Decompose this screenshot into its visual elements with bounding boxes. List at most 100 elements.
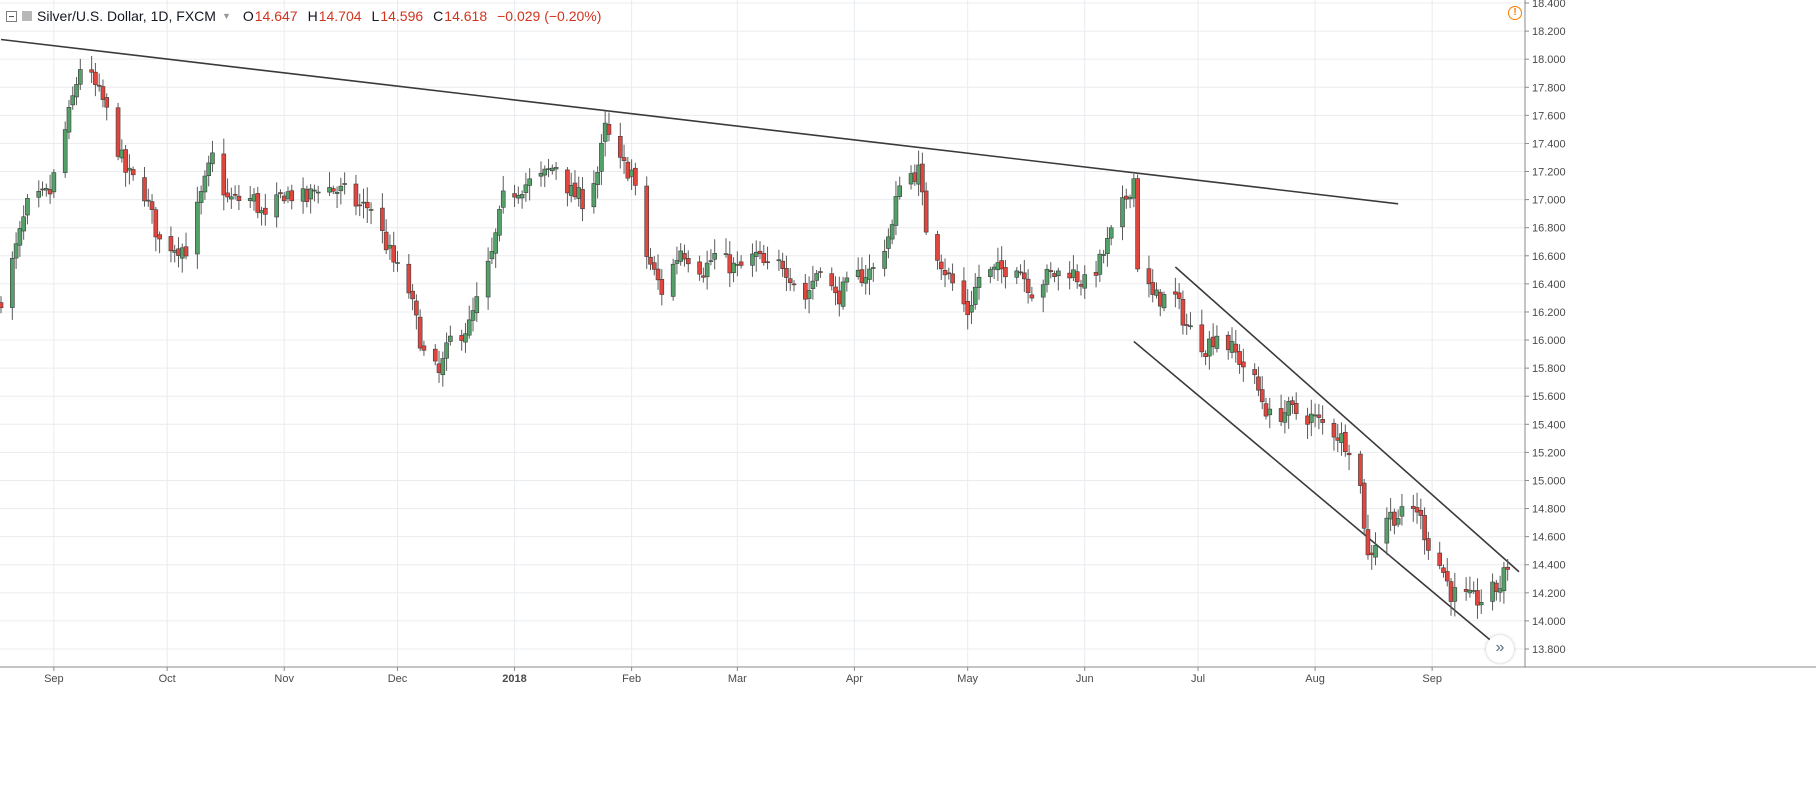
candle-body <box>130 169 136 176</box>
candle-body <box>1448 581 1454 602</box>
candle-body <box>1305 415 1310 425</box>
candle-body <box>1078 284 1084 287</box>
candle-body <box>1365 529 1371 556</box>
candle <box>149 194 155 224</box>
candle <box>1263 397 1269 420</box>
candle-body <box>708 260 714 262</box>
candle <box>565 167 570 207</box>
candle-body <box>591 183 597 208</box>
candle <box>1097 249 1103 283</box>
candle <box>893 181 899 236</box>
candle-body <box>621 157 627 161</box>
y-tick-label: 18.000 <box>1532 54 1566 66</box>
grid-layer <box>0 0 1525 667</box>
candle <box>1475 578 1480 619</box>
collapse-icon[interactable] <box>6 10 17 22</box>
candle-body <box>1384 517 1390 544</box>
candle <box>670 258 676 301</box>
candle <box>1388 498 1393 532</box>
candle-body <box>889 224 895 240</box>
candle-body <box>342 183 347 185</box>
y-tick-label: 14.600 <box>1532 532 1566 544</box>
candle-body <box>1101 254 1106 256</box>
candle <box>1180 290 1186 335</box>
candle <box>172 244 178 263</box>
scroll-to-realtime-button[interactable]: » <box>1486 635 1514 663</box>
candle-body <box>644 185 650 257</box>
candle <box>965 289 970 330</box>
candle-body <box>474 296 480 314</box>
candle-body <box>1210 336 1216 348</box>
candle-body <box>251 194 257 202</box>
candle <box>104 93 110 121</box>
candle-body <box>1335 437 1341 441</box>
candle <box>1252 363 1257 384</box>
candle <box>633 162 638 196</box>
candle-body <box>950 273 955 284</box>
candle-body <box>1003 267 1008 278</box>
candle <box>40 181 45 197</box>
candle <box>221 138 227 211</box>
candle-body <box>1214 335 1220 349</box>
high-value: 14.704 <box>318 8 362 24</box>
candle <box>1120 185 1125 241</box>
candle <box>999 246 1004 284</box>
candle <box>206 155 211 187</box>
candle-body <box>232 193 238 196</box>
candle-body <box>1056 270 1061 277</box>
candle-body <box>489 251 495 260</box>
candle <box>1101 249 1106 264</box>
candle-body <box>463 333 468 343</box>
candle <box>1127 194 1133 209</box>
x-tick-label: Dec <box>388 673 408 685</box>
low-value: 14.596 <box>380 8 424 24</box>
candle <box>421 340 427 356</box>
candle-body <box>546 168 551 170</box>
candle-body <box>991 266 997 270</box>
candle <box>500 176 506 214</box>
candle-body <box>1241 361 1246 368</box>
candle-body <box>1025 278 1031 293</box>
candle-body <box>625 161 631 179</box>
candle-body <box>77 69 83 85</box>
x-tick-label: 2018 <box>502 673 526 685</box>
candle <box>625 156 631 182</box>
candle <box>485 247 491 310</box>
candle-body <box>753 251 759 257</box>
candle-body <box>999 260 1004 270</box>
candle <box>1131 173 1137 208</box>
close-value: 14.618 <box>444 8 488 24</box>
legend-title[interactable]: Silver/U.S. Dollar, 1D, FXCM <box>37 8 216 24</box>
symbol-legend[interactable]: Silver/U.S. Dollar, 1D, FXCM ▼ O 14.647 … <box>6 6 601 26</box>
candle <box>1078 279 1084 296</box>
candle-body <box>568 185 574 196</box>
candle-body <box>670 263 676 297</box>
candle-body <box>364 201 370 209</box>
candle <box>62 121 68 178</box>
candle <box>1342 424 1348 457</box>
candle-body <box>459 335 464 341</box>
y-tick-label: 16.600 <box>1532 251 1566 263</box>
candle-body <box>1414 507 1420 513</box>
candle <box>678 243 684 266</box>
candle <box>810 265 816 300</box>
candle-body <box>576 187 582 199</box>
candle <box>210 140 215 172</box>
candle-body <box>1135 178 1140 270</box>
exclamation-circle-icon[interactable]: ! <box>1508 6 1522 20</box>
candle-body <box>648 256 653 265</box>
candle-body <box>829 273 835 287</box>
chevron-down-icon[interactable]: ▼ <box>221 11 231 21</box>
candle <box>685 250 691 273</box>
candle-body <box>206 162 211 177</box>
candle-body <box>391 245 397 263</box>
y-tick-label: 14.000 <box>1532 616 1566 628</box>
close-label: C <box>433 8 444 24</box>
candle <box>1022 259 1027 293</box>
candle <box>1105 226 1110 267</box>
candle-body <box>308 188 313 200</box>
candle-body <box>599 142 604 172</box>
candle-body <box>685 258 691 265</box>
